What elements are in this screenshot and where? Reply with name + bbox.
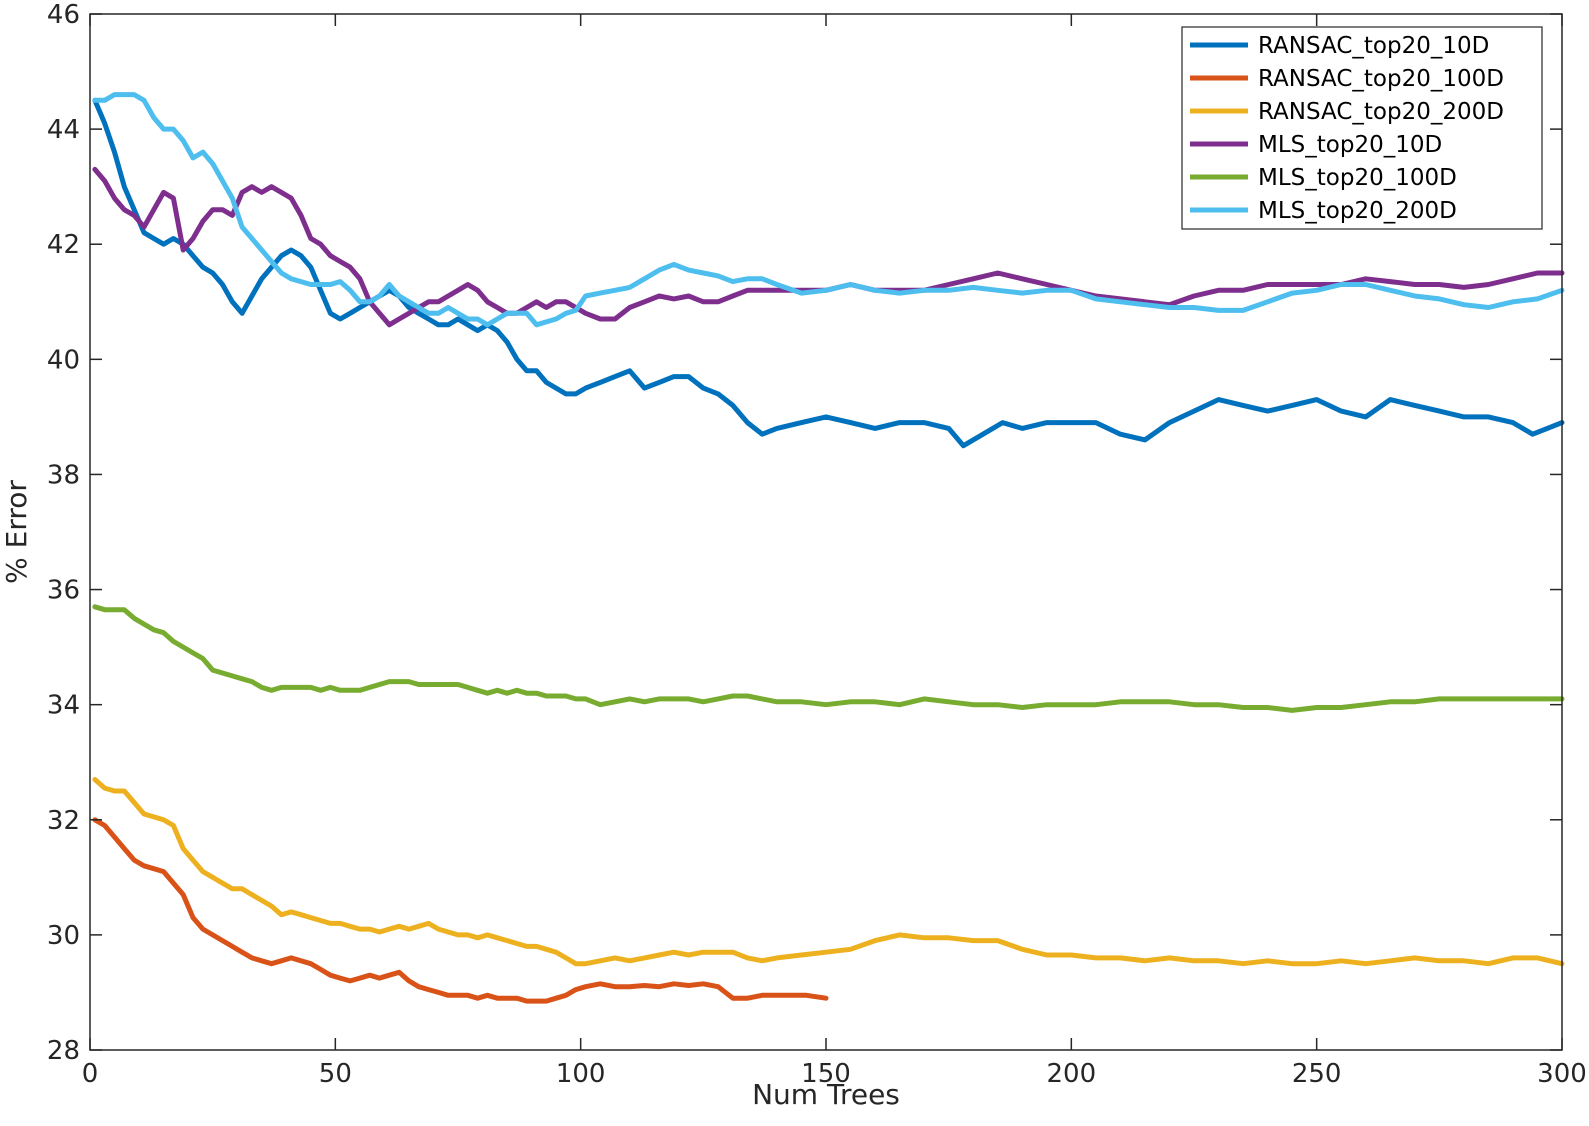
series-line-RANSAC_top20_100D (92, 817, 829, 1004)
legend-box (1181, 26, 1543, 230)
x-tick-label-50: 50 (319, 1059, 352, 1089)
x-tick-label-150: 150 (801, 1059, 851, 1089)
y-tick-label-34: 34 (47, 691, 80, 721)
series-line-MLS_top20_200D (92, 92, 1565, 328)
series-line-MLS_top20_10D (92, 166, 1565, 328)
legend-label-RANSAC_top20_100D: RANSAC_top20_100D (1258, 66, 1504, 92)
legend-label-RANSAC_top20_10D: RANSAC_top20_10D (1258, 33, 1489, 59)
y-tick-label-32: 32 (47, 806, 80, 836)
y-tick-label-46: 46 (47, 0, 80, 30)
series-line-MLS_top20_100D (92, 604, 1565, 713)
legend-label-MLS_top20_100D: MLS_top20_100D (1258, 165, 1457, 191)
legend-label-MLS_top20_200D: MLS_top20_200D (1258, 198, 1457, 224)
x-tick-label-0: 0 (82, 1059, 99, 1089)
y-tick-label-42: 42 (47, 230, 80, 260)
y-axis-title: % Error (0, 480, 33, 584)
y-tick-label-36: 36 (47, 576, 80, 606)
y-tick-label-28: 28 (47, 1036, 80, 1066)
series-line-RANSAC_top20_10D (92, 97, 1565, 449)
y-tick-label-40: 40 (47, 345, 80, 375)
legend-label-MLS_top20_10D: MLS_top20_10D (1258, 132, 1442, 158)
legend: RANSAC_top20_10D RANSAC_top20_100D RANSAC_… (1181, 26, 1543, 230)
x-tick-label-200: 200 (1047, 1059, 1097, 1089)
x-tick-label-100: 100 (556, 1059, 606, 1089)
legend-label-RANSAC_top20_200D: RANSAC_top20_200D (1258, 99, 1504, 125)
series-line-RANSAC_top20_200D (92, 777, 1565, 967)
y-tick-label-44: 44 (47, 115, 80, 145)
ticks-layer: 0 50 100 150 200 250 300 28 30 32 34 36 38 40 42 44 46 (47, 0, 1587, 1089)
x-tick-label-250: 250 (1292, 1059, 1342, 1089)
x-axis-title: Num Trees (752, 1078, 900, 1111)
series-layer (92, 92, 1565, 1004)
y-tick-label-30: 30 (47, 921, 80, 951)
y-tick-label-38: 38 (47, 460, 80, 490)
x-tick-label-300: 300 (1537, 1059, 1587, 1089)
